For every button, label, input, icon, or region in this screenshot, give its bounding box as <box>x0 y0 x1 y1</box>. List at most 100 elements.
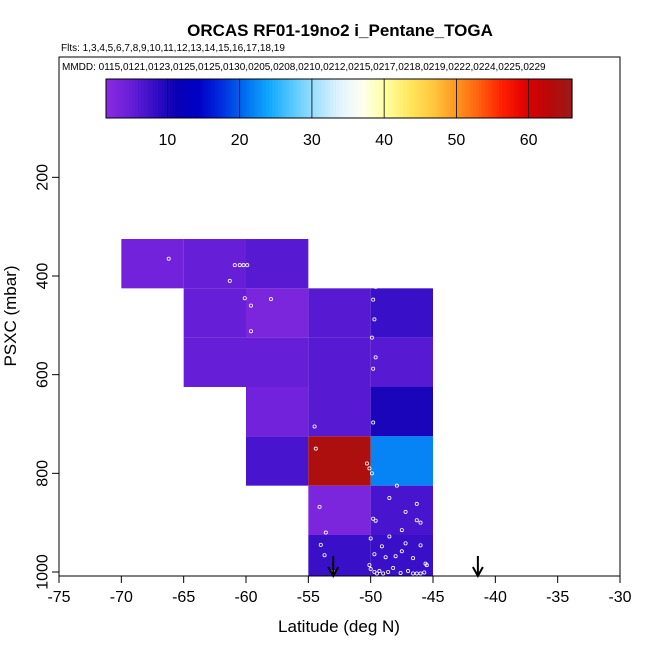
colorbar-swatch <box>327 79 331 118</box>
colorbar-swatch <box>187 79 192 118</box>
colorbar-swatch <box>245 79 250 118</box>
colorbar-swatch <box>440 79 445 118</box>
colorbar-swatch <box>237 79 241 118</box>
colorbar-swatch <box>470 79 474 118</box>
flight-point <box>248 329 253 334</box>
colorbar-swatch <box>443 79 448 118</box>
heatmap-cell <box>308 387 371 437</box>
colorbar-swatch <box>272 79 276 118</box>
heatmap-cell <box>370 288 433 338</box>
flight-point <box>379 544 384 549</box>
flight-point <box>418 543 423 548</box>
flight-point <box>411 571 416 576</box>
flight-point <box>371 366 376 371</box>
flight-point <box>403 509 408 514</box>
flight-point <box>313 446 318 451</box>
colorbar-swatch <box>155 79 160 118</box>
colorbar-swatch <box>283 79 288 118</box>
heatmap-cell <box>246 436 309 486</box>
colorbar-swatch <box>175 79 180 118</box>
mmdd-note: MMDD: 0115,0121,0123,0125,0125,0130,0205… <box>62 62 546 73</box>
colorbar-swatch <box>260 79 264 118</box>
colorbar-swatch <box>239 79 244 118</box>
flight-point <box>373 355 378 360</box>
colorbar-swatch <box>388 79 393 118</box>
colorbar-swatch <box>164 79 168 118</box>
colorbar-swatch <box>126 79 130 118</box>
heatmap-cell <box>246 288 309 338</box>
heatmap-cell <box>370 436 433 486</box>
flight-point <box>371 516 376 521</box>
colorbar-swatch <box>461 79 465 118</box>
colorbar-swatch <box>330 79 334 118</box>
colorbar-swatch <box>210 79 215 118</box>
colorbar-swatch <box>225 79 229 118</box>
heatmap-cell <box>308 288 371 338</box>
flight-point <box>403 541 408 546</box>
colorbar-swatch <box>359 79 363 118</box>
colorbar-swatch <box>149 79 154 118</box>
colorbar-swatch <box>304 79 308 118</box>
flights-note: Flts: 1,3,4,5,6,7,8,9,10,11,12,13,14,15,… <box>61 43 285 54</box>
colorbar-swatch <box>379 79 384 118</box>
colorbar-swatch <box>423 79 427 118</box>
colorbar-frame <box>105 78 573 119</box>
colorbar-swatch <box>306 79 311 118</box>
colorbar-swatch <box>350 79 355 118</box>
flight-point <box>399 549 404 554</box>
colorbar-swatch <box>274 79 279 118</box>
colorbar-swatch <box>414 79 419 118</box>
colorbar-swatch <box>257 79 261 118</box>
colorbar-swatch <box>181 79 186 118</box>
flight-point <box>398 570 403 575</box>
colorbar-swatch <box>464 79 468 118</box>
colorbar-swatch <box>403 79 407 118</box>
colorbar-swatch <box>152 79 157 118</box>
colorbar-swatch <box>551 79 556 118</box>
colorbar-swatch <box>222 79 227 118</box>
colorbar-swatch <box>475 79 480 118</box>
colorbar-swatch <box>321 79 326 118</box>
x-tick-label: -30 <box>608 589 631 606</box>
flight-point <box>317 504 322 509</box>
chart-title: ORCAS RF01-19no2 i_Pentane_TOGA <box>187 21 493 40</box>
colorbar-swatch <box>449 79 454 118</box>
flight-point <box>364 461 369 466</box>
colorbar-swatch <box>542 79 547 118</box>
heatmap-cell <box>370 485 433 535</box>
colorbar-swatch <box>505 79 509 118</box>
flight-point <box>387 495 392 500</box>
colorbar-swatch <box>228 79 232 118</box>
colorbar-swatch <box>333 79 337 118</box>
colorbar-swatch <box>405 79 410 118</box>
flight-point <box>368 536 373 541</box>
x-tick-label: -35 <box>546 589 569 606</box>
colorbar-swatch <box>184 79 189 118</box>
flight-point <box>377 569 382 574</box>
plot-area <box>58 56 621 579</box>
flight-point <box>411 556 416 561</box>
colorbar-swatch <box>373 79 378 118</box>
colorbar-swatch <box>411 79 416 118</box>
colorbar-swatch <box>138 79 142 118</box>
colorbar-swatch <box>534 79 538 118</box>
plot-frame <box>58 56 621 577</box>
flight-point <box>166 256 171 261</box>
heatmap-cell <box>370 535 433 576</box>
colorbar-swatch <box>539 79 544 118</box>
colorbar-swatch <box>318 79 323 118</box>
colorbar-swatch <box>129 79 133 118</box>
x-tick-label: -50 <box>359 589 382 606</box>
flight-point <box>323 530 328 535</box>
colorbar-swatch <box>496 79 500 118</box>
flight-point <box>373 518 378 523</box>
colorbar-swatch <box>356 79 360 118</box>
heatmap-cell <box>183 337 246 387</box>
flight-point <box>241 263 246 268</box>
colorbar-swatch <box>167 79 171 118</box>
colorbar-swatch <box>344 79 349 118</box>
colorbar-swatch <box>170 79 174 118</box>
colorbar-swatch <box>111 79 116 118</box>
flight-point <box>381 571 386 576</box>
